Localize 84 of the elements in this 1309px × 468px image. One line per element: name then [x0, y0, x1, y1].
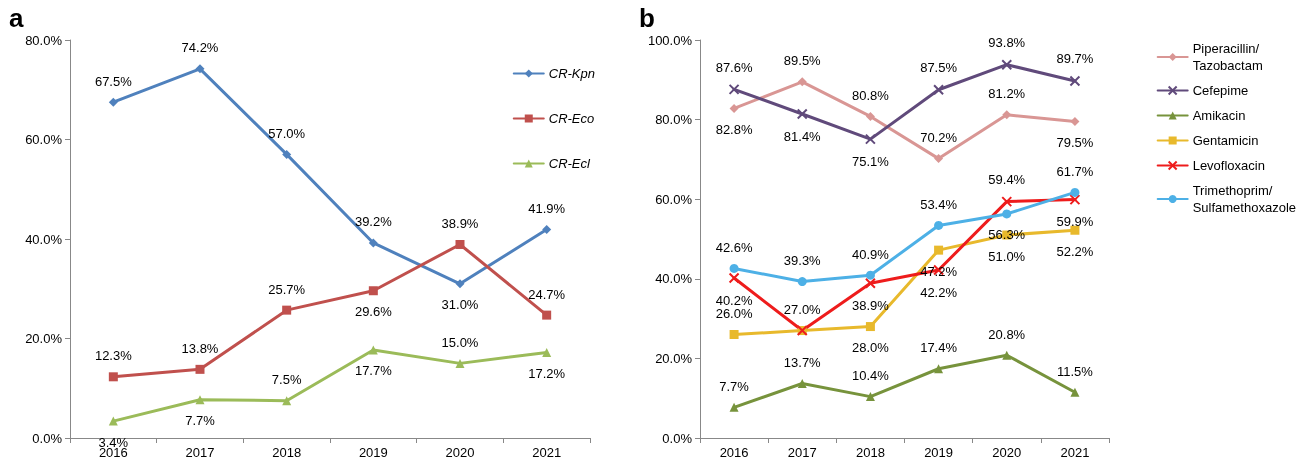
y-tick-label: 80.0%	[655, 112, 693, 128]
data-label: 80.8%	[851, 87, 890, 103]
data-label: 27.0%	[783, 302, 822, 318]
x-tick-label: 2016	[719, 445, 749, 460]
data-label: 61.7%	[1056, 163, 1094, 179]
data-label: 24.7%	[528, 286, 566, 302]
y-tick-label: 20.0%	[25, 331, 63, 346]
data-label: 38.9%	[851, 297, 890, 313]
y-tick-label: 60.0%	[655, 191, 693, 207]
x-tick-label: 2019	[924, 445, 954, 460]
data-label: 89.7%	[1056, 51, 1094, 67]
data-label: 59.9%	[1056, 214, 1094, 230]
data-label: 70.2%	[920, 130, 958, 146]
legend-label: Piperacillin/Tazobactam	[1192, 41, 1263, 73]
data-label: 59.4%	[988, 172, 1026, 188]
x-tick-label: 2021	[532, 445, 562, 460]
data-label: 89.5%	[783, 53, 822, 69]
data-label: 17.2%	[528, 365, 566, 381]
data-label: 42.6%	[715, 239, 753, 255]
data-label: 67.5%	[94, 73, 133, 89]
data-label: 39.2%	[354, 214, 393, 230]
data-label: 81.4%	[783, 128, 822, 144]
data-label: 53.4%	[920, 196, 958, 212]
data-label: 13.7%	[783, 354, 822, 370]
data-label: 20.8%	[988, 326, 1026, 342]
data-label: 57.0%	[268, 125, 306, 141]
data-label: 74.2%	[181, 40, 219, 56]
data-label: 82.8%	[715, 121, 753, 137]
legend-label: CR-Ecl	[548, 156, 592, 171]
data-label: 11.5%	[1056, 363, 1094, 379]
legend-label: Gentamicin	[1192, 133, 1259, 148]
data-label: 28.0%	[851, 340, 890, 356]
data-label: 7.7%	[185, 413, 216, 429]
data-label: 79.5%	[1056, 135, 1094, 151]
data-label: 39.3%	[783, 253, 822, 269]
legend-label: Cefepime	[1192, 83, 1249, 98]
data-label: 51.0%	[988, 248, 1026, 264]
data-label: 15.0%	[441, 334, 479, 350]
data-label: 81.2%	[988, 86, 1026, 102]
data-label: 12.3%	[94, 348, 133, 364]
data-label: 7.5%	[271, 372, 302, 388]
x-tick-label: 2020	[992, 445, 1022, 460]
legend-label: Amikacin	[1192, 108, 1246, 123]
data-label: 26.0%	[715, 306, 753, 322]
y-tick-label: 0.0%	[32, 430, 63, 446]
x-tick-label: 2018	[272, 445, 302, 460]
data-label: 40.9%	[851, 246, 890, 262]
y-tick-label: 20.0%	[655, 350, 693, 366]
data-label: 17.4%	[920, 340, 958, 356]
data-label: 13.8%	[181, 340, 219, 356]
y-tick-label: 80.0%	[25, 32, 63, 48]
data-label: 31.0%	[441, 297, 479, 313]
y-tick-label: 0.0%	[662, 430, 693, 446]
x-tick-label: 2016	[98, 445, 128, 460]
data-label: 7.7%	[719, 378, 750, 394]
y-tick-label: 40.0%	[655, 271, 693, 287]
data-label: 10.4%	[851, 368, 890, 384]
y-tick-label: 40.0%	[25, 231, 63, 247]
x-tick-label: 2020	[445, 445, 475, 460]
chart-title: b	[639, 3, 655, 33]
data-label: 17.7%	[354, 363, 393, 379]
data-label: 25.7%	[268, 281, 306, 297]
y-tick-label: 60.0%	[25, 132, 63, 147]
legend-label: CR-Eco	[548, 111, 595, 126]
data-label: 41.9%	[528, 201, 566, 217]
data-label: 87.5%	[920, 60, 958, 76]
data-label: 42.2%	[920, 284, 958, 300]
legend-label: CR-Kpn	[548, 66, 596, 81]
x-tick-label: 2021	[1060, 445, 1090, 460]
data-label: 87.6%	[715, 59, 753, 75]
legend-label: Trimethoprim/Sulfamethoxazole	[1192, 183, 1296, 215]
data-label: 93.8%	[988, 35, 1026, 51]
x-tick-label: 2017	[787, 445, 817, 460]
x-tick-label: 2018	[855, 445, 885, 460]
x-tick-label: 2017	[185, 445, 215, 460]
data-label: 52.2%	[1056, 243, 1094, 259]
chart-title: a	[9, 3, 24, 33]
data-label: 75.1%	[851, 153, 890, 169]
legend-label: Levofloxacin	[1192, 158, 1265, 173]
data-label: 29.6%	[354, 304, 393, 320]
y-tick-label: 100.0%	[647, 32, 693, 48]
x-tick-label: 2019	[358, 445, 388, 460]
data-label: 40.2%	[715, 292, 753, 308]
data-label: 38.9%	[441, 215, 479, 231]
